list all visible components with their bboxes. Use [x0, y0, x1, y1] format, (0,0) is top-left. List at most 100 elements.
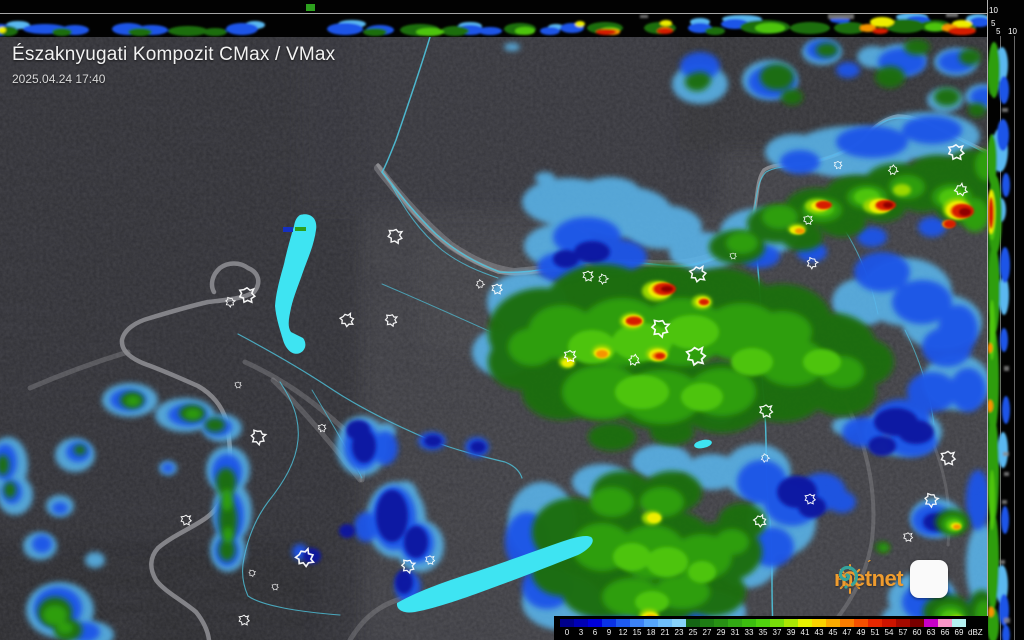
colorbar-value: 69	[954, 628, 964, 637]
colorbar-segment	[728, 619, 742, 627]
storm-cell-outline	[650, 319, 671, 339]
colorbar-segment	[630, 619, 644, 627]
storm-cell-outline	[338, 312, 355, 328]
storm-cell-outline	[384, 314, 399, 328]
colorbar-segment	[826, 619, 840, 627]
colorbar-segment	[868, 619, 882, 627]
colorbar-segment	[700, 619, 714, 627]
storm-cell-outline	[627, 353, 641, 366]
colorbar-value: 29	[716, 628, 726, 637]
storm-cell-outline	[940, 450, 957, 466]
storm-cell-outline	[234, 381, 242, 389]
storm-cell-outline	[250, 429, 268, 447]
colorbar-value: 41	[800, 628, 810, 637]
colorbar-unit: dBZ	[968, 628, 983, 637]
title-block: Északnyugati Kompozit CMax / VMax 2025.0…	[12, 44, 335, 86]
colorbar-segment	[854, 619, 868, 627]
colorbar-value: 0	[564, 628, 570, 637]
colorbar-segment	[658, 619, 672, 627]
colorbar-value: 39	[786, 628, 796, 637]
colorbar-segment	[672, 619, 686, 627]
timestamp: 2025.04.24 17:40	[12, 72, 106, 86]
top-profile-height-label-10: 10	[989, 6, 998, 15]
storm-cell-outline	[752, 513, 767, 528]
colorbar-value: 57	[898, 628, 908, 637]
colorbar-value: 31	[730, 628, 740, 637]
storm-cell-outline	[833, 160, 843, 170]
top-profile-height-label-5: 5	[991, 19, 996, 28]
colorbar-value: 49	[856, 628, 866, 637]
storm-cell-outline	[248, 569, 257, 578]
colorbar-value: 27	[702, 628, 712, 637]
colorbar-value: 21	[660, 628, 670, 637]
storm-cell-outline	[804, 493, 817, 505]
cyclone-app-icon	[838, 560, 949, 598]
storm-cell-outline	[947, 143, 966, 161]
storm-cell-outline	[760, 453, 771, 464]
lake-velence	[694, 439, 712, 449]
storm-cell-outline	[238, 286, 257, 304]
storm-cell-outline	[903, 532, 914, 542]
colorbar-segment	[910, 619, 924, 627]
storm-cell-outline	[387, 228, 404, 245]
colorbar-value: 54	[884, 628, 894, 637]
colorbar-value: 23	[674, 628, 684, 637]
colorbar-segment	[644, 619, 658, 627]
spiral-icon	[838, 565, 859, 589]
top-strip-echo-blip	[306, 4, 315, 11]
colorbar-value-labels: 0 3 6 9 12 15 18 21 23 25 27 29 31 33 35 37 39 41 43 45 47 49…	[560, 628, 988, 638]
storm-cell-outline	[425, 555, 436, 565]
storm-cell-outline	[688, 264, 708, 284]
storm-cell-outline	[180, 514, 193, 526]
storm-cell-outline	[924, 492, 940, 509]
top-strip-profile	[0, 14, 987, 36]
colorbar-value: 60	[912, 628, 922, 637]
colorbar-legend: 0 3 6 9 12 15 18 21 23 25 27 29 31 33 35 37 39 41 43 45 47 49…	[554, 616, 988, 640]
storm-cell-outline	[491, 283, 504, 295]
colorbar-value: 12	[618, 628, 628, 637]
storm-cell-outline	[400, 559, 417, 575]
colorbar-segment	[756, 619, 770, 627]
storm-cell-outline	[225, 296, 237, 308]
colorbar-value: 9	[606, 628, 612, 637]
right-profile-height-label-5: 5	[996, 27, 1001, 36]
storm-cell-outline	[685, 346, 707, 367]
colorbar-value: 51	[870, 628, 880, 637]
storm-cell-outline	[887, 164, 900, 176]
storm-cell-outline	[806, 256, 820, 270]
colorbar-segment	[686, 619, 700, 627]
colorbar-segment	[770, 619, 784, 627]
colorbar-value: 45	[828, 628, 838, 637]
colorbar-segment	[588, 619, 602, 627]
colorbar-segment	[896, 619, 910, 627]
colorbar-value: 3	[578, 628, 584, 637]
colorbar-value: 37	[772, 628, 782, 637]
colorbar-segment	[742, 619, 756, 627]
storm-cell-outline	[294, 546, 316, 568]
storm-cell-outline	[953, 181, 969, 197]
colorbar-value: 18	[646, 628, 656, 637]
colorbar-value: 33	[744, 628, 754, 637]
storm-cell-outline	[271, 583, 279, 591]
colorbar-segment	[812, 619, 826, 627]
colorbar-segment	[882, 619, 896, 627]
storm-cell-outline	[475, 279, 486, 289]
colorbar-swatches	[560, 619, 988, 627]
colorbar-value: 6	[592, 628, 598, 637]
precip-dark-red	[661, 202, 971, 292]
storm-cell-outlines	[180, 143, 969, 626]
colorbar-segment	[952, 619, 966, 627]
colorbar-segment	[924, 619, 938, 627]
colorbar-segment	[602, 619, 616, 627]
colorbar-segment	[840, 619, 854, 627]
lakes	[275, 214, 712, 613]
lake-neusiedl	[275, 214, 317, 354]
colorbar-value: 66	[940, 628, 950, 637]
storm-cell-outline	[582, 270, 595, 282]
colorbar-value: 43	[814, 628, 824, 637]
colorbar-value: 35	[758, 628, 768, 637]
right-profile-height-label-10: 10	[1008, 27, 1017, 36]
colorbar-segment	[714, 619, 728, 627]
colorbar-segment	[784, 619, 798, 627]
